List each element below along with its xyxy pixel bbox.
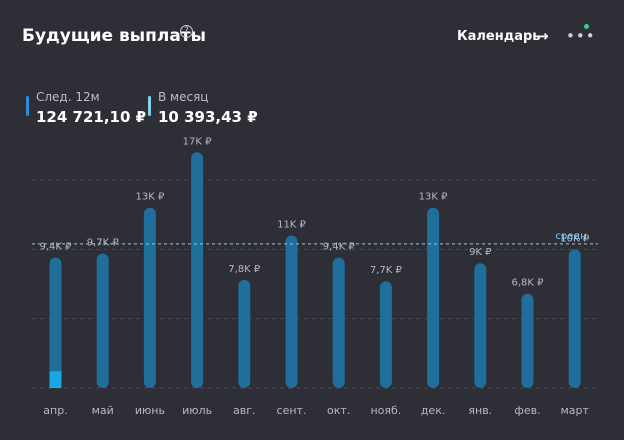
bar-value-label: 13K ₽ bbox=[135, 192, 164, 203]
x-tick-label: дек. bbox=[421, 404, 446, 417]
x-tick-label: фев. bbox=[514, 404, 540, 417]
chart-bar bbox=[285, 235, 298, 388]
chart-bar bbox=[474, 263, 487, 388]
chart-bar bbox=[49, 257, 62, 388]
x-tick-label: май bbox=[92, 404, 114, 417]
notification-dot bbox=[584, 24, 589, 29]
x-tick-label: авг. bbox=[233, 404, 256, 417]
bar-value-label: 17K ₽ bbox=[183, 136, 212, 147]
x-tick-label: июнь bbox=[135, 404, 165, 417]
x-tick-label: март bbox=[560, 404, 589, 417]
chart-bar bbox=[379, 281, 392, 388]
calendar-link[interactable]: Календарь bbox=[457, 29, 541, 44]
stat-value: 124 721,10 ₽ bbox=[36, 108, 147, 126]
x-tick-label: янв. bbox=[468, 404, 492, 417]
chart-bar bbox=[427, 207, 440, 388]
x-tick-label: июль bbox=[182, 404, 212, 417]
x-tick-label: окт. bbox=[327, 404, 350, 417]
stat-label: В месяц bbox=[158, 90, 209, 104]
bar-value-label: 13K ₽ bbox=[419, 192, 448, 203]
bar-value-label: 9K ₽ bbox=[469, 247, 492, 258]
arrow-right-icon[interactable]: → bbox=[536, 27, 549, 45]
stat-label: След. 12м bbox=[36, 90, 100, 104]
bar-value-label: 10K ₽ bbox=[560, 233, 589, 244]
chart-bar bbox=[143, 207, 156, 388]
bar-value-label: 6,8K ₽ bbox=[511, 278, 544, 289]
chart-bar bbox=[96, 253, 109, 388]
stat-next-12m: След. 12м 124 721,10 ₽ bbox=[26, 90, 146, 126]
bar-value-label: 7,8K ₽ bbox=[228, 264, 261, 275]
chart-bar bbox=[238, 279, 251, 388]
bar-value-label: 9,4K ₽ bbox=[39, 242, 72, 253]
stat-value: 10 393,43 ₽ bbox=[158, 108, 258, 126]
chart-bar bbox=[521, 293, 534, 388]
stat-marker bbox=[148, 96, 151, 116]
stat-monthly: В месяц 10 393,43 ₽ bbox=[148, 90, 258, 126]
x-tick-label: нояб. bbox=[370, 404, 401, 417]
average-label: средн. bbox=[555, 231, 590, 242]
x-tick-label: сент. bbox=[277, 404, 307, 417]
chart-bar-received bbox=[49, 371, 62, 388]
bar-value-label: 9,7K ₽ bbox=[87, 237, 120, 248]
bar-value-label: 7,7K ₽ bbox=[370, 265, 403, 276]
stat-marker bbox=[26, 96, 29, 116]
chart-bar bbox=[191, 152, 204, 388]
card-title: Будущие выплаты bbox=[22, 26, 207, 46]
x-tick-label: апр. bbox=[43, 404, 67, 417]
bar-value-label: 9,4K ₽ bbox=[323, 242, 356, 253]
chart-bar bbox=[568, 249, 581, 388]
question-circle-icon[interactable]: ? bbox=[180, 25, 193, 38]
chart-bar bbox=[332, 257, 345, 388]
bar-value-label: 11K ₽ bbox=[277, 219, 306, 230]
more-dots-icon[interactable]: ••• bbox=[566, 27, 596, 45]
